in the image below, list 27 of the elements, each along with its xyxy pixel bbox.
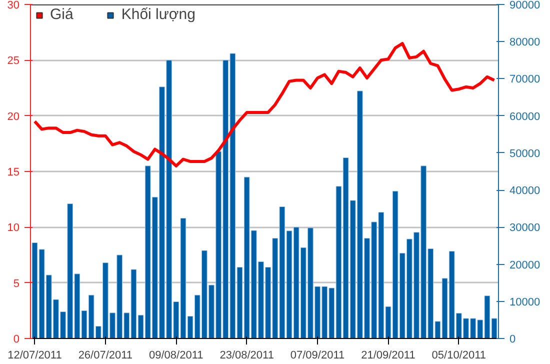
x-tick-label: 26/07/2011 [78, 350, 133, 362]
y-tick-label: 20 [7, 110, 20, 123]
y2-tick-label: 30000 [510, 222, 540, 234]
y2-tick-label: 40000 [510, 185, 540, 198]
x-tick-label: 09/08/2011 [149, 350, 204, 362]
y-tick-label: 15 [7, 166, 20, 178]
y2-tick-label: 90000 [510, 0, 540, 12]
y-tick-label: 5 [13, 278, 20, 290]
y-tick-label: 30 [7, 0, 20, 12]
x-tick-label: 21/09/2011 [361, 350, 416, 362]
legend-label: Khối lượng [121, 6, 196, 23]
y2-tick-label: 10000 [510, 296, 540, 308]
line-series [33, 42, 496, 168]
y2-tick-label: 70000 [510, 74, 540, 86]
y2-tick-label: 80000 [510, 36, 540, 49]
y2-tick-label: 0 [510, 334, 516, 346]
legend-label: Giá [50, 6, 74, 23]
y-tick-label: 0 [13, 334, 20, 346]
x-tick-label: 05/10/2011 [432, 350, 486, 362]
y-tick-label: 10 [7, 222, 20, 234]
x-tick-label: 23/08/2011 [220, 350, 274, 362]
y-tick-label: 25 [7, 55, 20, 68]
x-tick-label: 07/09/2011 [290, 350, 345, 362]
x-tick-label: 12/07/2011 [8, 350, 62, 362]
y2-tick-label: 50000 [510, 148, 540, 160]
y2-tick-label: 20000 [510, 259, 540, 272]
y2-tick-label: 60000 [510, 110, 540, 123]
